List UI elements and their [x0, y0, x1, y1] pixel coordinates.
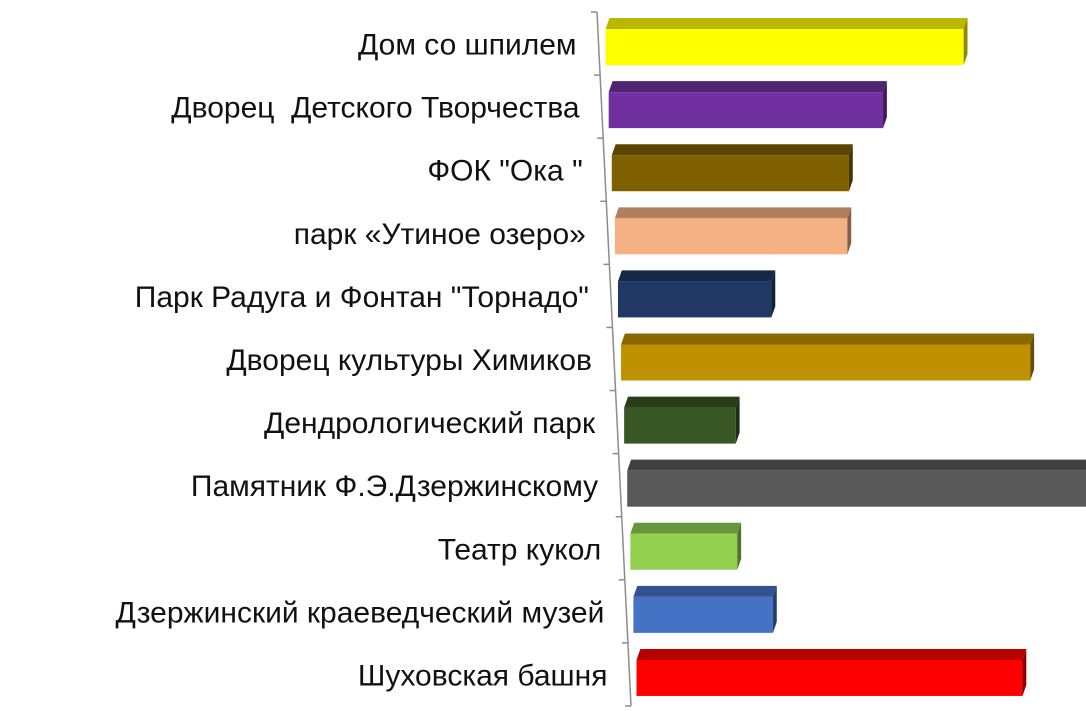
bar-top-face — [617, 270, 776, 282]
category-label: ФОК "Ока " — [427, 155, 582, 188]
bar-front-face — [617, 281, 772, 318]
bar-парк-радуга-и-фонтан-торнадо — [617, 270, 776, 318]
bar-top-face — [633, 585, 777, 597]
bar-side-face — [1030, 333, 1035, 381]
bar-front-face — [611, 155, 849, 192]
bar-дендрологический-парк — [624, 396, 740, 444]
category-label: Дзержинский краеведческий музей — [115, 596, 604, 629]
bar-front-face — [627, 470, 1086, 507]
bar-front-face — [636, 659, 1023, 696]
bar-дзержинский-краеведческий-музей — [633, 585, 777, 633]
bar-side-face — [771, 270, 776, 318]
bar-front-face — [633, 596, 773, 633]
bar-театр-кукол — [630, 522, 742, 570]
category-label: парк «Утиное озеро» — [294, 218, 586, 251]
bar-top-face — [624, 396, 740, 408]
bar-парк-утиное-озеро — [614, 207, 852, 255]
bar-top-face — [627, 459, 1086, 471]
bar-side-face — [883, 81, 887, 129]
bar-top-face — [630, 522, 742, 534]
category-axis — [591, 11, 632, 707]
bar-front-face — [621, 344, 1031, 381]
bar-top-face — [611, 144, 853, 156]
bar-front-face — [624, 407, 736, 444]
category-label: Дворец культуры Химиков — [226, 344, 592, 377]
category-label: Памятник Ф.Э.Дзержинскому — [191, 470, 598, 503]
category-label: Театр кукол — [438, 533, 602, 566]
bar-шуховская-башня — [636, 648, 1027, 696]
bar-top-face — [608, 81, 887, 93]
bar-side-face — [735, 396, 740, 444]
bar-side-face — [848, 144, 853, 192]
bar-front-face — [630, 533, 738, 570]
bars — [605, 18, 1086, 696]
bar-front-face — [605, 29, 964, 66]
bar-top-face — [605, 18, 968, 30]
category-label: Дендрологический парк — [264, 407, 596, 440]
category-label: Дворец Детского Творчества — [171, 92, 580, 125]
bar-side-face — [847, 207, 852, 255]
bar-top-face — [614, 207, 852, 219]
bar-front-face — [608, 92, 884, 129]
category-labels: Дом со шпилем Дворец Детского Творчества Ф… — [115, 29, 607, 693]
bar-top-face — [636, 648, 1027, 660]
bar-фок-ока — [611, 144, 853, 192]
bar-памятник-ф-э-дзержинскому — [627, 459, 1086, 507]
bar-side-face — [963, 18, 968, 66]
bar-дом-со-шпилем — [605, 18, 968, 66]
bar-side-face — [737, 522, 742, 570]
bar-side-face — [772, 585, 777, 633]
bar-front-face — [614, 218, 848, 255]
y-axis-line — [596, 11, 632, 707]
bar-side-face — [1022, 648, 1027, 696]
bar-дворец-культуры-химиков — [621, 333, 1035, 381]
category-label: Парк Радуга и Фонтан "Торнадо" — [135, 281, 589, 314]
bar-top-face — [621, 333, 1035, 345]
category-label: Шуховская башня — [358, 659, 608, 692]
category-label: Дом со шпилем — [358, 29, 577, 62]
bar-дворец-детского-творчества — [608, 81, 887, 129]
